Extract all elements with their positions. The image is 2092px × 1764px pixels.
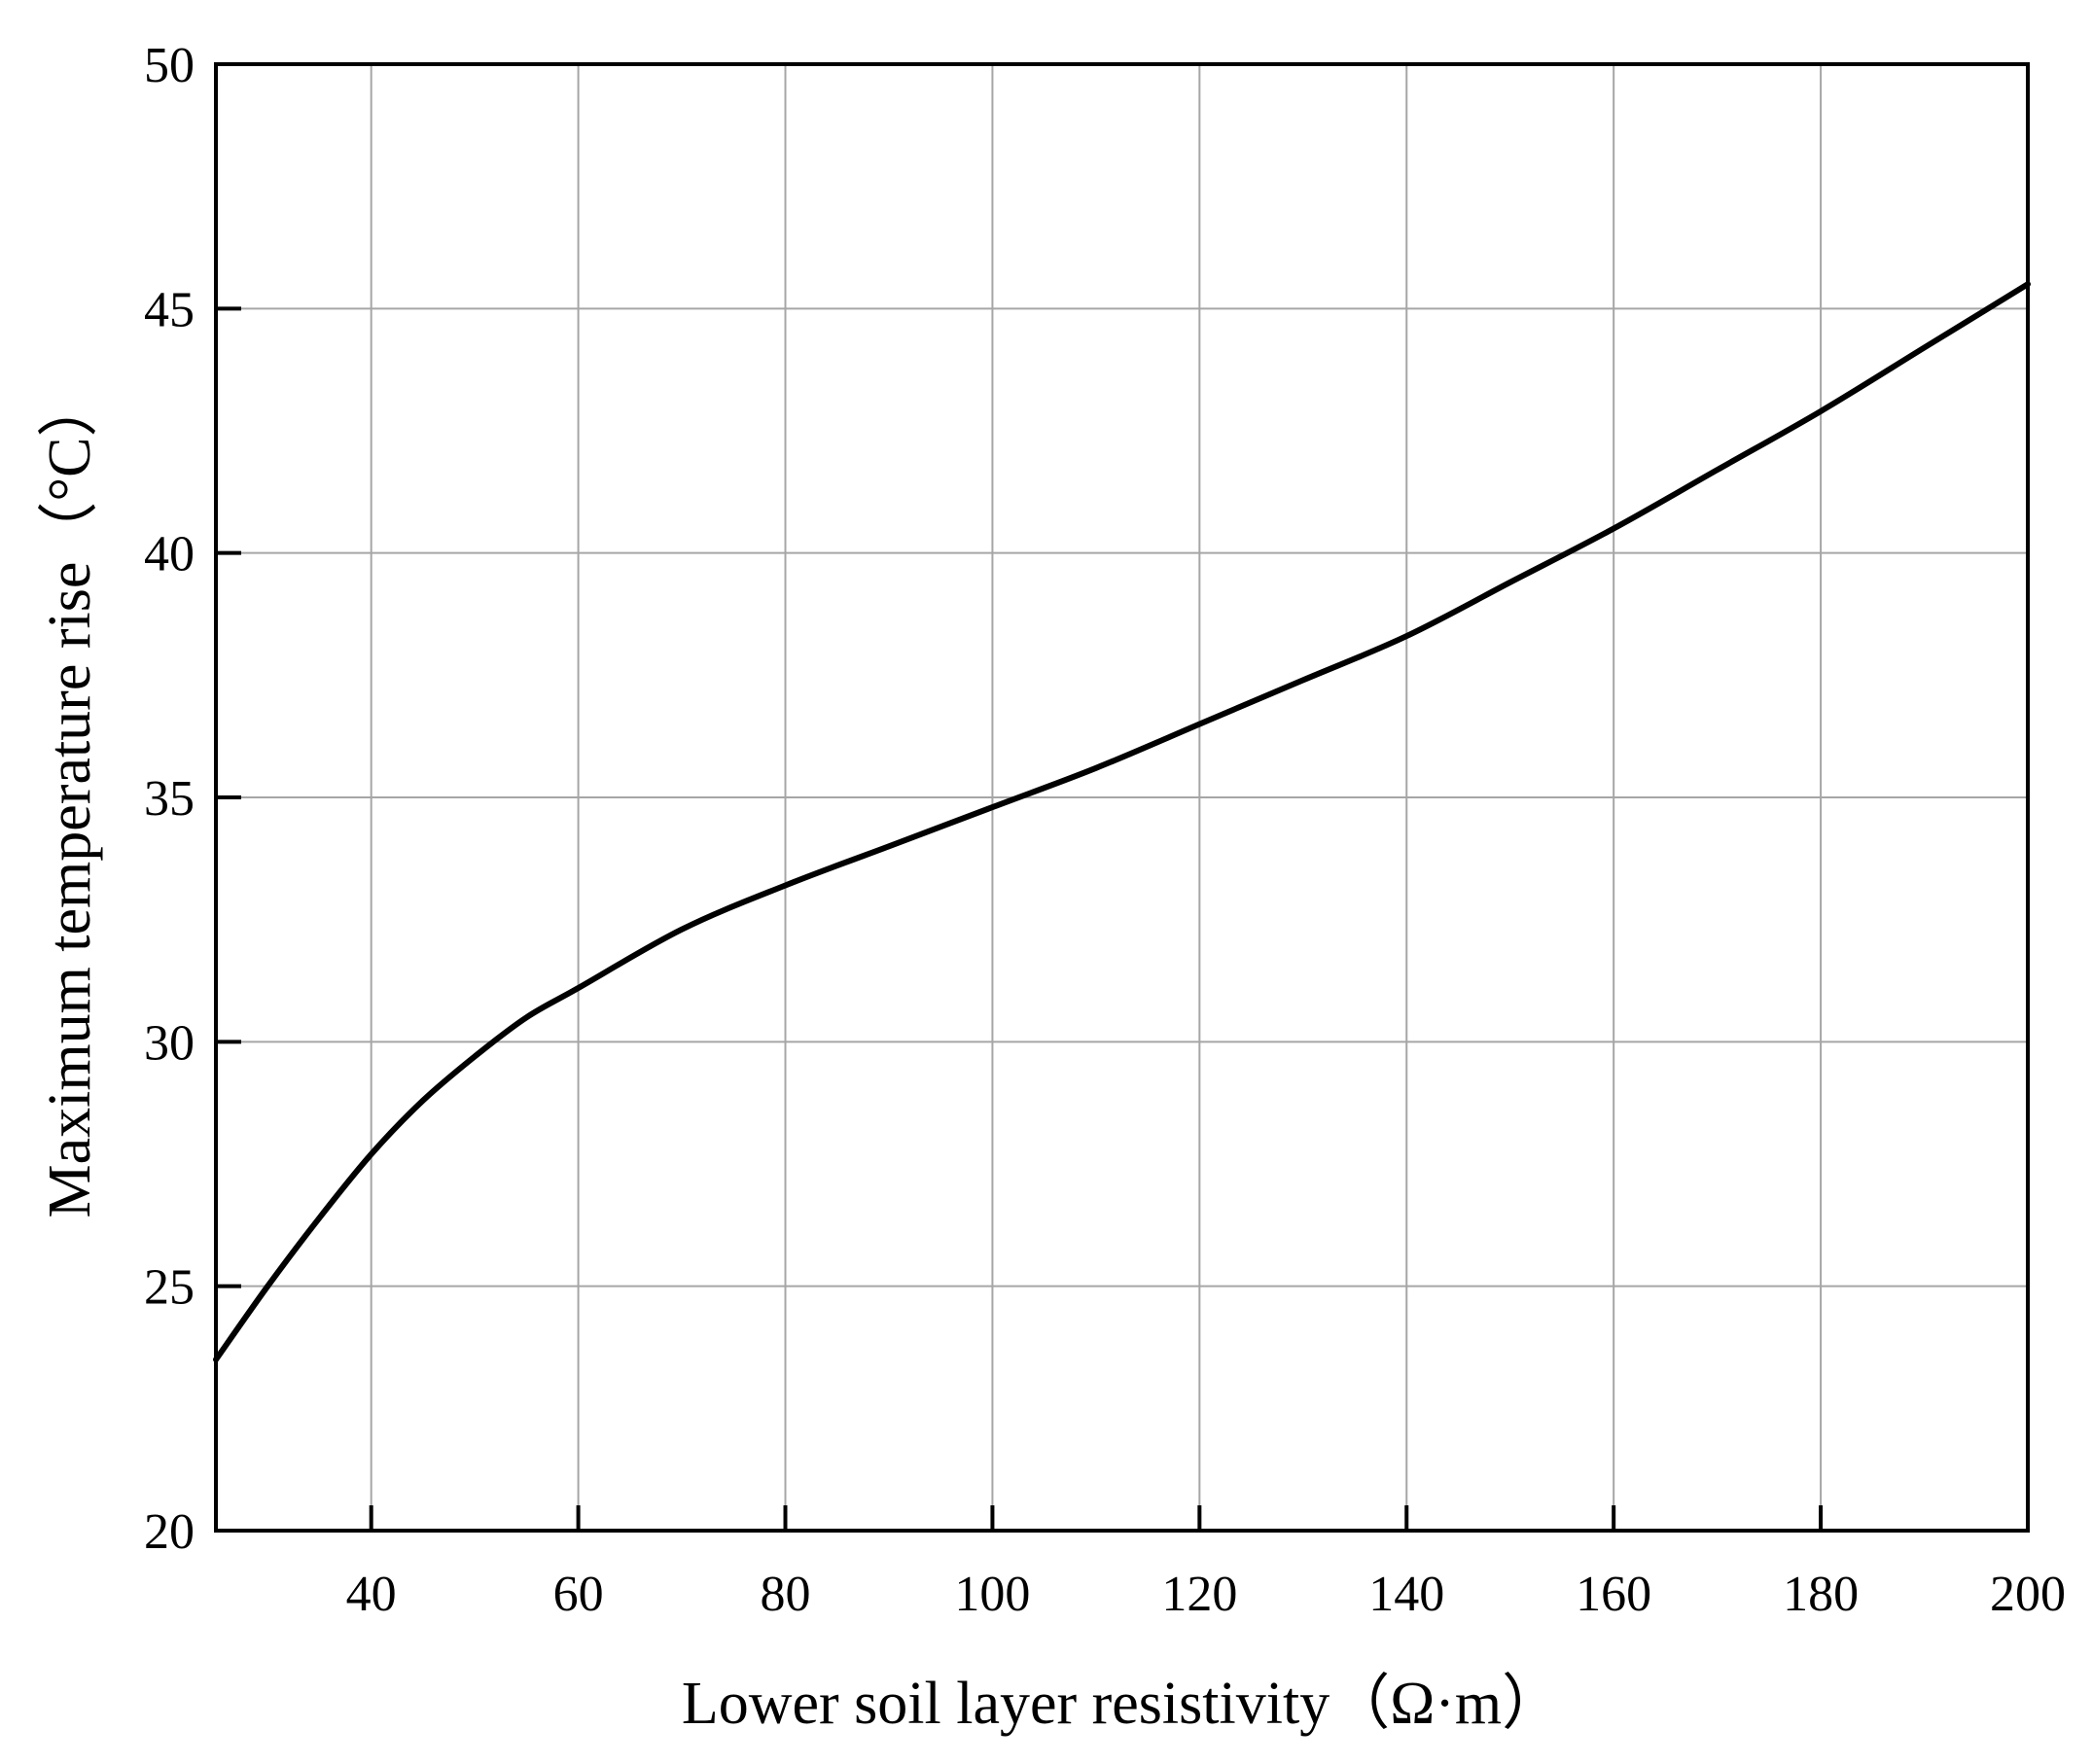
y-tick-label: 40: [144, 527, 195, 582]
y-tick-label: 30: [144, 1015, 195, 1071]
y-tick-labels: 20 25 30 35 40 45 50: [144, 38, 195, 1560]
axis-ticks: [216, 62, 2030, 1533]
x-tick-labels: 40 60 80 100 120 140 160 180 200: [346, 1567, 2066, 1622]
x-tick-label: 120: [1161, 1567, 1237, 1622]
y-axis-label: Maximum temperature rise（°C）: [37, 376, 103, 1217]
series-line-0: [213, 281, 2031, 1363]
y-tick-label: 45: [144, 282, 195, 337]
y-tick-label: 20: [144, 1504, 195, 1560]
grid-lines: [216, 63, 2029, 1532]
x-tick-label: 140: [1368, 1567, 1444, 1622]
x-axis-label: Lower soil layer resistivity（Ω·m）: [682, 1671, 1562, 1737]
y-tick-label: 25: [144, 1260, 195, 1316]
x-tick-label: 40: [346, 1567, 397, 1622]
x-tick-label: 80: [761, 1567, 811, 1622]
x-tick-label: 160: [1576, 1567, 1651, 1622]
x-tick-label: 60: [553, 1567, 604, 1622]
x-tick-label: 200: [1990, 1567, 2066, 1622]
series-group: [213, 281, 2031, 1363]
x-tick-label: 100: [954, 1567, 1030, 1622]
x-tick-label: 180: [1783, 1567, 1859, 1622]
y-tick-label: 50: [144, 38, 195, 93]
y-tick-label: 35: [144, 771, 195, 827]
